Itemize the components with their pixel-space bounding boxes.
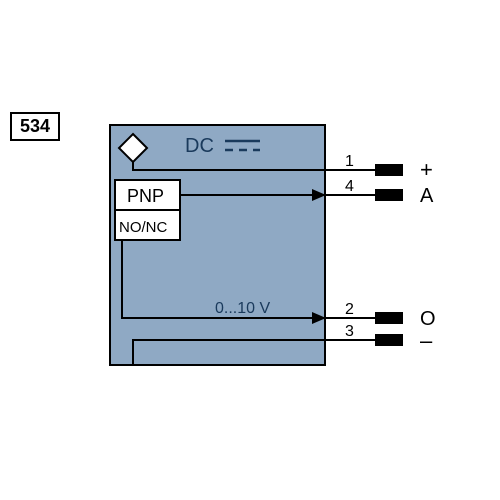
wiring-diagram: DC PNP NO/NC 0...10 V 1 + 4 A: [0, 0, 500, 500]
terminal-label: A: [420, 185, 434, 207]
terminal-block: [375, 164, 403, 176]
terminal-block: [375, 312, 403, 324]
terminal-block: [375, 189, 403, 201]
terminal-label: –: [420, 328, 433, 353]
terminal-label: O: [420, 308, 436, 330]
terminal-block: [375, 334, 403, 346]
terminal-wires: 1 + 4 A 2 O 3 –: [325, 153, 436, 353]
wire-number: 1: [345, 153, 354, 170]
terminal-label: +: [420, 157, 433, 182]
nonc-label: NO/NC: [119, 219, 168, 236]
wire-number: 4: [345, 178, 354, 195]
wire-number: 3: [345, 323, 354, 340]
voltage-label: 0...10 V: [215, 300, 270, 317]
wire-number: 2: [345, 301, 354, 318]
pnp-label: PNP: [127, 186, 164, 206]
sensor-body-box: [110, 125, 325, 365]
dc-label: DC: [185, 135, 214, 157]
